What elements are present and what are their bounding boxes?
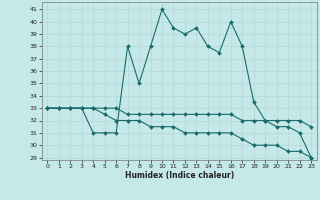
- X-axis label: Humidex (Indice chaleur): Humidex (Indice chaleur): [124, 171, 234, 180]
